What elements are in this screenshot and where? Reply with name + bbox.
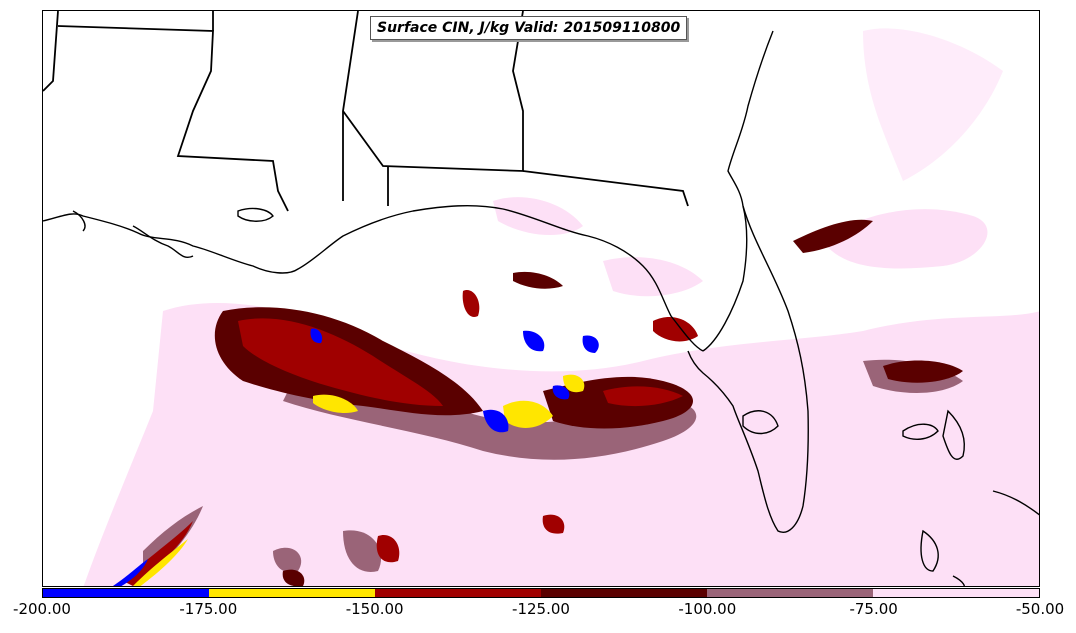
map-panel <box>42 10 1040 587</box>
colorbar-segment-5 <box>873 589 1039 597</box>
cin-field-red <box>123 290 698 586</box>
map-title: Surface CIN, J/kg Valid: 201509110800 <box>370 16 688 40</box>
colorbar-segment-2 <box>375 589 541 597</box>
colorbar-tick-label: -50.00 <box>1015 600 1065 618</box>
colorbar <box>42 588 1040 598</box>
colorbar-tick-label: -100.00 <box>678 600 737 618</box>
colorbar-segment-1 <box>209 589 375 597</box>
colorbar-tick-label: -125.00 <box>512 600 570 618</box>
coastline-outline <box>43 30 1039 586</box>
colorbar-tick-label: -200.00 <box>13 600 71 618</box>
colorbar-tick-label: -75.00 <box>849 600 898 618</box>
cin-field-blue <box>113 328 599 586</box>
colorbar-segment-4 <box>707 589 873 597</box>
state-borders <box>43 11 689 212</box>
map-canvas <box>43 11 1039 586</box>
colorbar-tick-label: -150.00 <box>345 600 404 618</box>
cin-field-yellow <box>133 374 585 586</box>
cin-field-light <box>83 28 1039 586</box>
colorbar-tick-label: -175.00 <box>179 600 238 618</box>
colorbar-segment-0 <box>43 589 209 597</box>
colorbar-segment-3 <box>541 589 707 597</box>
